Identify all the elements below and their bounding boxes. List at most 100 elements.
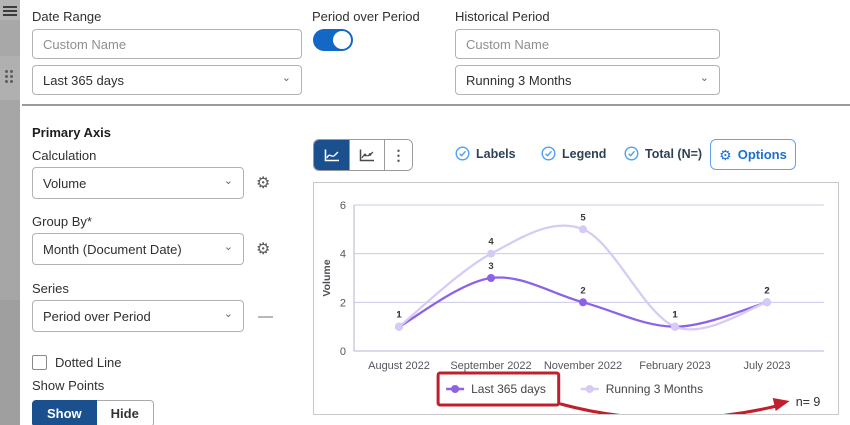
group-by-label: Group By* — [32, 214, 92, 229]
data-label: 5 — [580, 212, 586, 223]
legend-label: Running 3 Months — [606, 382, 703, 396]
x-axis-tick-label: August 2022 — [368, 360, 430, 372]
data-point[interactable] — [487, 274, 495, 282]
data-label: 3 — [488, 261, 493, 272]
x-axis-tick-label: July 2023 — [743, 360, 790, 372]
annotation-note: n= 9 — [796, 395, 821, 409]
annotation-arrow — [559, 402, 779, 420]
legend-toggle[interactable]: Legend — [541, 146, 606, 161]
period-over-period-toggle[interactable] — [313, 29, 353, 51]
data-point[interactable] — [671, 322, 679, 331]
historical-period-label: Historical Period — [455, 9, 550, 24]
date-range-select[interactable]: Last 365 days ⌄ — [32, 65, 302, 95]
x-axis-tick-label: September 2022 — [450, 360, 531, 372]
x-axis-tick-label: November 2022 — [544, 360, 622, 372]
chart-container: 0 2 4 6 Volume August 2022 September 2022 Novem… — [313, 182, 839, 420]
show-points-segmented-control: Show Hide — [32, 400, 154, 425]
check-circle-icon — [624, 146, 639, 161]
check-circle-icon — [541, 146, 556, 161]
kebab-menu-icon: ⋮ — [391, 146, 406, 163]
data-point[interactable] — [579, 298, 587, 307]
show-points-hide-button[interactable]: Hide — [96, 400, 154, 425]
group-by-select[interactable]: Month (Document Date) ⌄ — [32, 233, 244, 265]
y-axis-tick-label: 6 — [340, 200, 346, 212]
date-range-custom-name-input[interactable] — [32, 29, 302, 59]
legend-marker — [585, 385, 594, 393]
data-label: 2 — [764, 285, 769, 296]
calculation-select-value: Volume — [43, 175, 87, 191]
calculation-select[interactable]: Volume ⌄ — [32, 167, 244, 199]
show-points-label: Show Points — [32, 378, 105, 393]
chevron-down-icon: ⌄ — [223, 174, 233, 187]
date-range-label: Date Range — [32, 9, 102, 24]
legend-label: Last 365 days — [471, 382, 546, 396]
legend-item[interactable]: Running 3 Months — [580, 382, 703, 396]
group-by-settings-icon[interactable]: ⚙ — [256, 241, 271, 258]
series-label: Series — [32, 281, 69, 296]
data-point[interactable] — [579, 225, 587, 234]
labels-toggle-label: Labels — [476, 146, 516, 161]
date-range-select-value: Last 365 days — [43, 72, 124, 88]
toggle-knob — [333, 31, 351, 49]
remove-series-button[interactable]: — — [258, 308, 273, 325]
series-line — [397, 224, 769, 331]
data-point[interactable] — [763, 298, 771, 307]
chevron-down-icon: ⌄ — [281, 71, 291, 84]
labels-toggle[interactable]: Labels — [455, 146, 516, 161]
check-circle-icon — [455, 146, 470, 161]
period-over-period-label: Period over Period — [312, 9, 420, 24]
legend-toggle-label: Legend — [562, 146, 607, 161]
chevron-down-icon: ⌄ — [223, 307, 233, 320]
legend-item[interactable]: Last 365 days — [446, 382, 546, 396]
annotation-highlight-box — [436, 371, 561, 407]
dotted-line-label: Dotted Line — [55, 355, 122, 370]
data-label: 1 — [396, 310, 402, 321]
legend-marker — [451, 385, 460, 393]
chart-more-menu-button[interactable]: ⋮ — [384, 140, 412, 170]
show-points-show-button[interactable]: Show — [32, 400, 97, 425]
data-label: 1 — [672, 310, 678, 321]
dotted-line-checkbox-row[interactable]: Dotted Line — [32, 355, 122, 370]
total-n-toggle-label: Total (N=) — [645, 146, 703, 161]
chart-type-button-group: ⋮ — [313, 139, 413, 171]
line-points-chart-type-button[interactable] — [349, 140, 384, 170]
menu-icon[interactable] — [3, 4, 17, 18]
historical-period-select[interactable]: Running 3 Months ⌄ — [455, 65, 720, 95]
dotted-line-checkbox[interactable] — [32, 355, 47, 370]
section-divider — [22, 104, 850, 106]
line-chart-type-button[interactable] — [314, 140, 349, 170]
x-axis-tick-label: February 2023 — [639, 360, 711, 372]
y-axis-tick-label: 4 — [340, 249, 346, 261]
options-button-label: Options — [737, 147, 787, 162]
data-label: 1 — [672, 310, 678, 321]
historical-period-select-value: Running 3 Months — [466, 72, 572, 88]
calculation-settings-icon[interactable]: ⚙ — [256, 175, 271, 192]
historical-period-custom-name-input[interactable] — [455, 29, 720, 59]
y-axis-title: Volume — [321, 259, 333, 296]
primary-axis-title: Primary Axis — [32, 125, 112, 140]
series-select[interactable]: Period over Period ⌄ — [32, 300, 244, 332]
line-chart-icon — [324, 149, 339, 161]
options-button[interactable]: ⚙ Options — [710, 139, 796, 170]
data-label: 2 — [580, 285, 585, 296]
data-point[interactable] — [487, 249, 495, 258]
data-label: 2 — [764, 285, 769, 296]
drag-handle-icon[interactable] — [5, 70, 13, 83]
line-chart: 0 2 4 6 Volume August 2022 September 2022 Novem… — [321, 200, 824, 420]
chevron-down-icon: ⌄ — [223, 240, 233, 253]
data-label: 1 — [396, 310, 402, 321]
total-n-toggle[interactable]: Total (N=) — [624, 146, 702, 161]
left-edge-strip — [0, 0, 20, 425]
gear-icon: ⚙ — [719, 146, 732, 163]
y-axis-tick-label: 2 — [340, 297, 346, 309]
y-axis-tick-label: 0 — [340, 346, 346, 358]
line-points-chart-icon — [359, 149, 374, 161]
group-by-select-value: Month (Document Date) — [43, 241, 182, 257]
calculation-label: Calculation — [32, 148, 97, 163]
chevron-down-icon: ⌄ — [699, 71, 709, 84]
series-select-value: Period over Period — [43, 308, 151, 324]
data-point[interactable] — [395, 322, 403, 331]
annotation-arrowhead — [772, 398, 790, 411]
data-label: 4 — [488, 237, 494, 248]
